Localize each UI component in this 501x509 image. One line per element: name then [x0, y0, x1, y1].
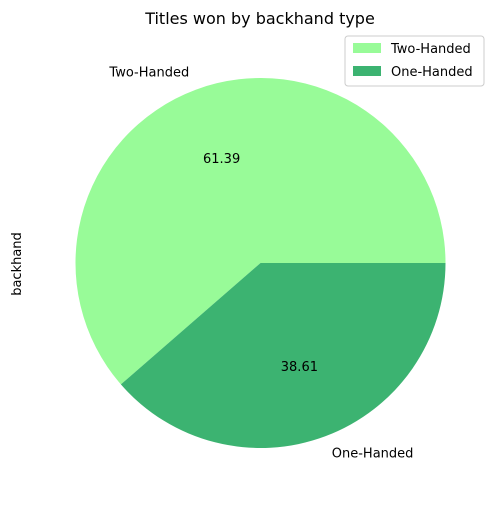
- legend-label-two-handed: Two-Handed: [390, 42, 471, 57]
- value-label-two-handed: 61.39: [203, 152, 240, 167]
- legend: Two-Handed One-Handed: [344, 35, 485, 87]
- legend-label-one-handed: One-Handed: [391, 65, 473, 80]
- value-label-one-handed: 38.61: [281, 360, 318, 375]
- pie-slice-two-handed: [75, 78, 446, 385]
- pie-slice-one-handed: [120, 263, 446, 449]
- pie-slices: [75, 78, 446, 449]
- category-label-two-handed: Two-Handed: [108, 65, 189, 80]
- legend-swatch-two-handed: [353, 43, 381, 53]
- chart-title: Titles won by backhand type: [144, 9, 375, 28]
- pie-labels: Two-Handed 61.39 One-Handed 38.61: [108, 65, 413, 461]
- y-axis-label: backhand: [10, 232, 25, 296]
- category-label-one-handed: One-Handed: [332, 447, 414, 462]
- legend-swatch-one-handed: [353, 66, 381, 76]
